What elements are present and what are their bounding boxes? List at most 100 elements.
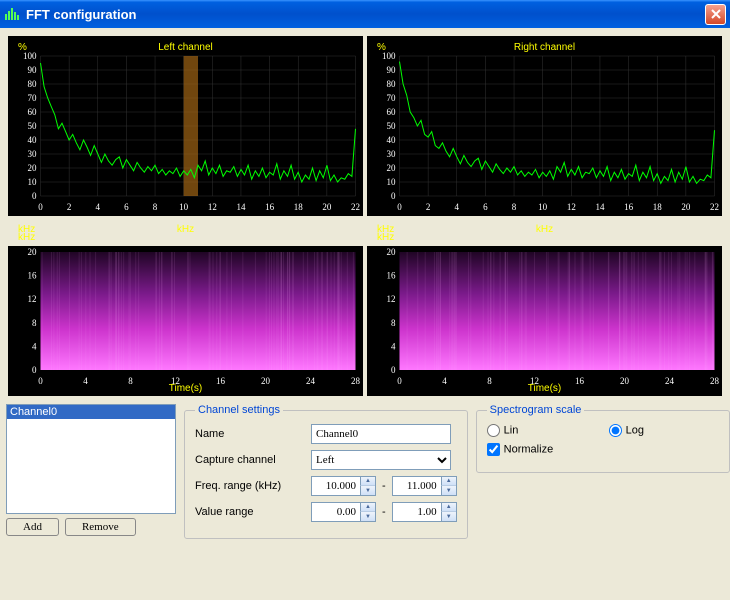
svg-text:18: 18	[294, 202, 304, 212]
close-button[interactable]	[705, 4, 726, 25]
log-radio[interactable]: Log	[609, 424, 719, 437]
val-hi-spinner[interactable]: ▲▼	[392, 502, 457, 522]
svg-text:4: 4	[32, 341, 37, 351]
lin-radio[interactable]: Lin	[487, 424, 597, 437]
svg-text:16: 16	[265, 202, 275, 212]
svg-text:4: 4	[391, 341, 396, 351]
svg-text:80: 80	[28, 79, 38, 89]
normalize-check[interactable]: Normalize	[487, 443, 597, 456]
window-title: FFT configuration	[26, 7, 705, 22]
svg-text:16: 16	[387, 271, 397, 281]
svg-text:6: 6	[124, 202, 129, 212]
svg-text:10: 10	[538, 202, 548, 212]
svg-text:22: 22	[710, 202, 719, 212]
svg-text:16: 16	[216, 376, 226, 386]
titlebar: FFT configuration	[0, 0, 730, 28]
svg-text:16: 16	[28, 271, 38, 281]
svg-text:0: 0	[391, 191, 396, 201]
svg-text:24: 24	[665, 376, 675, 386]
svg-text:20: 20	[387, 163, 397, 173]
channel-list[interactable]: Channel0	[6, 404, 176, 514]
spectrogram-right: kHz 0481216200481216202428 Time(s)	[367, 246, 722, 396]
svg-text:20: 20	[322, 202, 332, 212]
svg-text:40: 40	[28, 135, 38, 145]
svg-text:6: 6	[483, 202, 488, 212]
svg-text:20: 20	[261, 376, 271, 386]
svg-text:0: 0	[38, 376, 43, 386]
capture-label: Capture channel	[195, 454, 305, 466]
svg-text:16: 16	[624, 202, 634, 212]
svg-text:80: 80	[387, 79, 397, 89]
svg-text:4: 4	[455, 202, 460, 212]
svg-text:12: 12	[28, 294, 37, 304]
app-icon	[4, 6, 20, 22]
svg-text:10: 10	[387, 177, 397, 187]
svg-text:100: 100	[382, 51, 396, 61]
svg-text:90: 90	[387, 65, 397, 75]
svg-text:90: 90	[28, 65, 38, 75]
freq-lo-spinner[interactable]: ▲▼	[311, 476, 376, 496]
svg-text:60: 60	[28, 107, 38, 117]
svg-text:20: 20	[387, 247, 397, 257]
svg-text:8: 8	[128, 376, 133, 386]
svg-text:28: 28	[710, 376, 720, 386]
svg-text:12: 12	[387, 294, 396, 304]
svg-text:14: 14	[236, 202, 246, 212]
svg-text:20: 20	[28, 247, 38, 257]
name-label: Name	[195, 428, 305, 440]
svg-text:20: 20	[28, 163, 38, 173]
svg-text:22: 22	[351, 202, 360, 212]
svg-text:40: 40	[387, 135, 397, 145]
svg-text:70: 70	[387, 93, 397, 103]
svg-text:0: 0	[397, 202, 402, 212]
svg-text:30: 30	[28, 149, 38, 159]
svg-text:0: 0	[32, 365, 37, 375]
svg-text:70: 70	[28, 93, 38, 103]
svg-text:8: 8	[487, 376, 492, 386]
add-button[interactable]: Add	[6, 518, 59, 536]
remove-button[interactable]: Remove	[65, 518, 136, 536]
svg-text:0: 0	[32, 191, 37, 201]
svg-text:28: 28	[351, 376, 361, 386]
fft-chart-left: % Left channel 0102030405060708090100024…	[8, 36, 363, 216]
svg-text:14: 14	[595, 202, 605, 212]
bottom-panel: Channel0 Add Remove Channel settings Nam…	[6, 404, 724, 539]
svg-text:4: 4	[96, 202, 101, 212]
svg-text:8: 8	[391, 318, 396, 328]
content: % Left channel 0102030405060708090100024…	[0, 28, 730, 545]
svg-text:2: 2	[67, 202, 72, 212]
svg-text:50: 50	[28, 121, 38, 131]
svg-text:20: 20	[620, 376, 630, 386]
svg-text:60: 60	[387, 107, 397, 117]
svg-text:0: 0	[397, 376, 402, 386]
svg-text:8: 8	[32, 318, 37, 328]
freq-label: Freq. range (kHz)	[195, 480, 305, 492]
svg-text:30: 30	[387, 149, 397, 159]
svg-text:18: 18	[653, 202, 663, 212]
svg-text:16: 16	[575, 376, 585, 386]
svg-text:50: 50	[387, 121, 397, 131]
svg-text:4: 4	[83, 376, 88, 386]
svg-text:0: 0	[391, 365, 396, 375]
freq-hi-spinner[interactable]: ▲▼	[392, 476, 457, 496]
svg-text:2: 2	[426, 202, 431, 212]
chart-panel: % Left channel 0102030405060708090100024…	[6, 34, 724, 398]
fft-chart-right: % Right channel 010203040506070809010002…	[367, 36, 722, 216]
svg-text:12: 12	[567, 202, 576, 212]
svg-text:8: 8	[153, 202, 158, 212]
list-item[interactable]: Channel0	[7, 405, 175, 419]
name-input[interactable]	[311, 424, 451, 444]
capture-select[interactable]: Left	[311, 450, 451, 470]
spectrogram-left: kHz 0481216200481216202428 Time(s)	[8, 246, 363, 396]
svg-text:24: 24	[306, 376, 316, 386]
value-label: Value range	[195, 506, 305, 518]
val-lo-spinner[interactable]: ▲▼	[311, 502, 376, 522]
svg-text:10: 10	[179, 202, 189, 212]
svg-text:8: 8	[512, 202, 517, 212]
spectrogram-scale: Spectrogram scale Lin Log Normalize	[476, 404, 730, 473]
svg-text:0: 0	[38, 202, 43, 212]
svg-text:12: 12	[208, 202, 217, 212]
svg-text:20: 20	[681, 202, 691, 212]
svg-text:4: 4	[442, 376, 447, 386]
channel-settings: Channel settings Name Capture channel Le…	[184, 404, 468, 539]
